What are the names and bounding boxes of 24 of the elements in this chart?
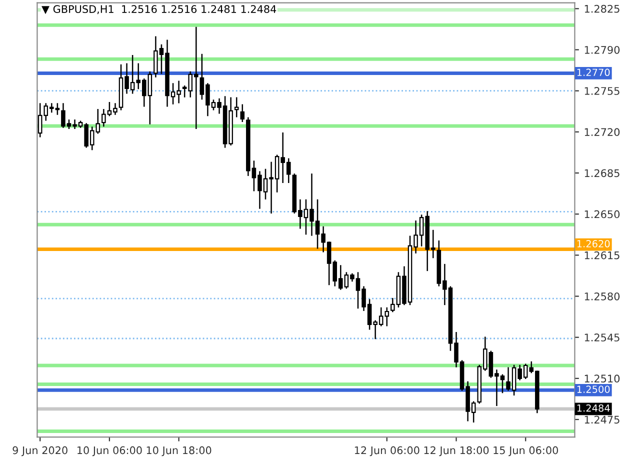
x-tick-label: 15 Jun 06:00 [494,446,558,456]
x-tick-label: 12 Jun 18:00 [424,446,489,456]
y-tick-label: 1.2615 [584,251,620,260]
y-tick-label: 1.2685 [584,169,620,178]
ref-line-label: 1.2484 [577,404,610,412]
ref-line-label: 1.2770 [577,68,610,76]
chart-title: ▼ GBPUSD,H1 1.2516 1.2516 1.2481 1.2484 [42,5,276,14]
y-tick-label: 1.2825 [584,4,620,13]
x-tick-label: 10 Jun 06:00 [78,446,142,456]
y-tick-label: 1.2580 [584,292,620,300]
candlestick [234,97,239,118]
x-tick-label: 9 Jun 2020 [12,446,68,456]
y-tick-label: 1.2755 [584,87,620,95]
candlestick [240,104,245,122]
ref-line-label: 1.2500 [577,386,610,393]
y-tick-label: 1.2720 [584,128,620,136]
ref-line-label: 1.2620 [577,240,610,248]
x-tick-label: 10 Jun 18:00 [146,446,212,456]
x-tick-label: 12 Jun 06:00 [354,446,420,456]
y-tick-label: 1.2475 [584,416,620,424]
y-tick-label: 1.2545 [584,334,620,342]
y-tick-label: 1.2510 [584,374,620,383]
y-tick-label: 1.2790 [584,46,620,54]
y-tick-label: 1.2650 [584,210,620,218]
